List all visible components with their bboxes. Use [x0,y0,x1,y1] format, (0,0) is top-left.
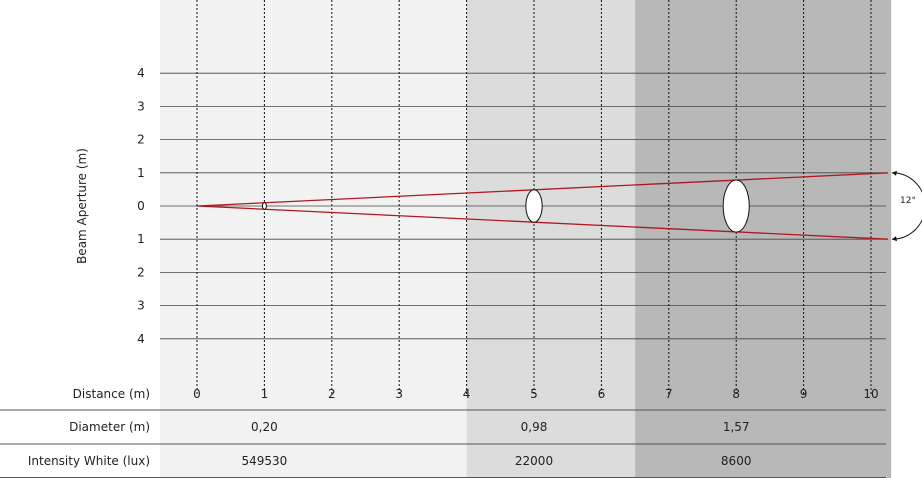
y-tick-label: 1 [137,166,145,180]
beam-angle-arrow-top [892,170,897,176]
beam-ellipse-1 [525,189,543,223]
x-tick-label: 8 [732,387,740,401]
beam-ellipse-2 [722,179,750,233]
x-tick-label: 5 [530,387,538,401]
y-tick-label: 1 [137,232,145,246]
table-cell: 1,57 [723,420,750,434]
table-row-label: Diameter (m) [69,420,150,434]
y-tick-label: 2 [137,265,145,279]
x-tick-label: 3 [395,387,403,401]
x-tick-label: 7 [665,387,673,401]
y-tick-label: 3 [137,299,145,313]
table-row-label: Intensity White (lux) [28,454,150,468]
beam-angle-arc [891,172,922,240]
x-tick-label: 1 [261,387,269,401]
table-cell: 549530 [241,454,287,468]
x-tick-label: 2 [328,387,336,401]
y-axis-title: Beam Aperture (m) [75,148,89,264]
x-tick-label: 0 [193,387,201,401]
x-tick-label: 6 [598,387,606,401]
y-tick-label: 4 [137,66,145,80]
y-tick-label: 2 [137,133,145,147]
beam-angle-label: 12° [900,196,916,206]
beam-angle-arrow-bottom [892,236,897,242]
x-axis-title: Distance (m) [73,387,150,401]
beam-ellipse-0 [261,202,267,210]
y-tick-label: 0 [137,199,145,213]
x-tick-label: 4 [463,387,471,401]
y-tick-label: 3 [137,99,145,113]
table-cell: 0,20 [251,420,278,434]
beam-lower-line [196,205,889,240]
table-cell: 22000 [515,454,553,468]
x-tick-label: 9 [800,387,808,401]
table-cell: 0,98 [521,420,548,434]
y-tick-label: 4 [137,332,145,346]
table-cell: 8600 [721,454,752,468]
x-tick-label: 10 [863,387,878,401]
beam-upper-line [196,172,889,207]
